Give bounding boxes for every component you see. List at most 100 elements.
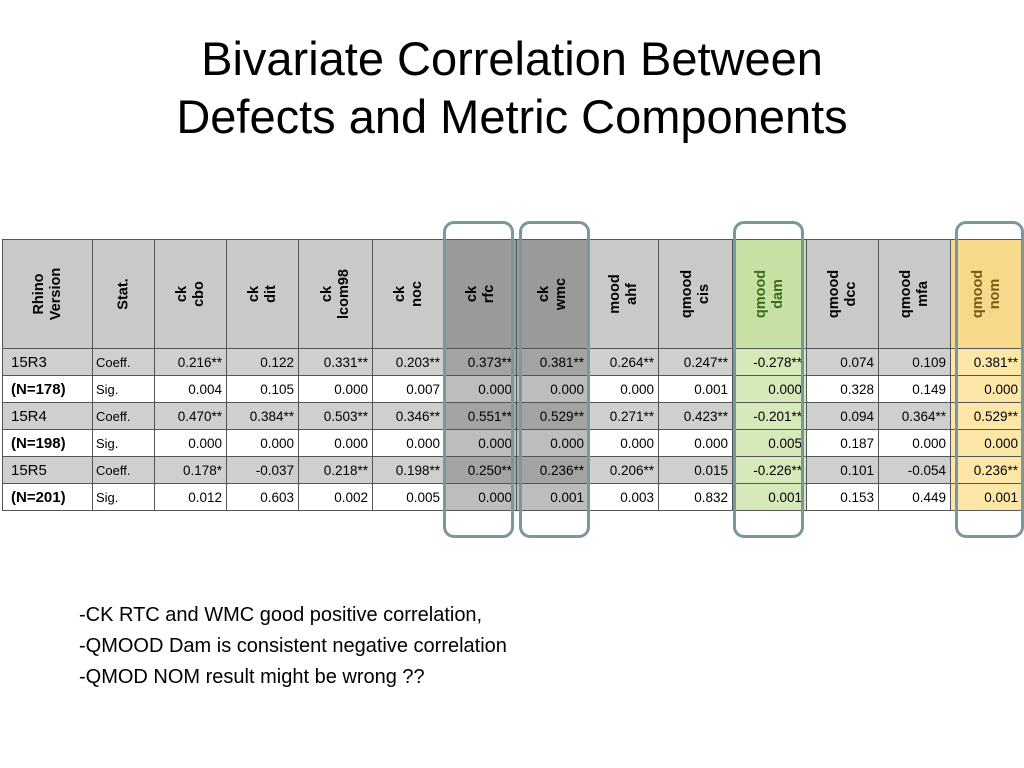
row-stat: Sig. (92, 483, 155, 511)
header-mood-ahf-line-2: ahf (623, 283, 640, 305)
table-row: (N=178) Sig. 0.004 0.105 0.000 0.007 0.000 0.00… (2, 375, 1023, 403)
table-cell: 0.203** (372, 348, 445, 376)
table-cell: 0.503** (298, 402, 373, 430)
title-line-1: Bivariate Correlation Between (201, 32, 823, 85)
header-qmood-dcc: qmood dcc (806, 239, 879, 349)
table-cell: 0.264** (588, 348, 659, 376)
header-ck-lcom98: ck lcom98 (298, 239, 373, 349)
header-stat: Stat. (92, 239, 155, 349)
table-cell: 0.198** (372, 456, 445, 484)
table-cell: 0.003 (588, 483, 659, 511)
row-stat: Coeff. (92, 348, 155, 376)
highlight-box-qmood-nom (955, 221, 1024, 538)
table-cell: 0.000 (226, 429, 299, 457)
notes: -CK RTC and WMC good positive correlatio… (79, 600, 507, 693)
table-cell: 0.005 (732, 429, 807, 457)
table-cell: -0.054 (878, 456, 951, 484)
table-cell: 0.149 (878, 375, 951, 403)
table-row: (N=198) Sig. 0.000 0.000 0.000 0.000 0.000 0.00… (2, 429, 1023, 457)
table-cell: 0.002 (298, 483, 373, 511)
table-cell: -0.278** (732, 348, 807, 376)
table-row: 15R4 Coeff. 0.470** 0.384** 0.503** 0.346** 0.… (2, 402, 1023, 430)
table-cell: 0.603 (226, 483, 299, 511)
table-cell: 0.074 (806, 348, 879, 376)
row-stat: Coeff. (92, 456, 155, 484)
note-3: -QMOD NOM result might be wrong ?? (79, 666, 425, 688)
table-cell: 0.470** (154, 402, 227, 430)
table-cell: 0.000 (154, 429, 227, 457)
table-cell: 0.105 (226, 375, 299, 403)
note-2: -QMOOD Dam is consistent negative correl… (79, 635, 507, 657)
header-qmood-mfa-line-2: mfa (914, 281, 931, 307)
table-row: (N=201) Sig. 0.012 0.603 0.002 0.005 0.000 0.00… (2, 483, 1023, 511)
table-cell: 0.015 (658, 456, 733, 484)
header-ck-wmc: ck wmc (516, 239, 589, 349)
header-ck-noc: ck noc (372, 239, 445, 349)
table-cell: 0.206** (588, 456, 659, 484)
table-cell: -0.037 (226, 456, 299, 484)
table-cell: 0.001 (516, 483, 589, 511)
table-cell: 0.384** (226, 402, 299, 430)
header-qmood-nom: qmood nom (950, 239, 1023, 349)
table-cell: 0.247** (658, 348, 733, 376)
note-1: -CK RTC and WMC good positive correlatio… (79, 604, 483, 626)
table-cell: 0.373** (444, 348, 517, 376)
table-cell: 0.000 (878, 429, 951, 457)
highlight-box-ck-rfc (443, 221, 514, 538)
header-ck-rfc: ck rfc (444, 239, 517, 349)
table-cell: 0.000 (444, 483, 517, 511)
correlation-table: Rhino Version Stat. ck cbo ck dit ck lcom98 ck… (2, 239, 1023, 511)
table-cell: 0.000 (298, 429, 373, 457)
table-cell: 0.271** (588, 402, 659, 430)
header-ck-lcom98-line-1: ck (318, 285, 335, 303)
table-cell: 0.218** (298, 456, 373, 484)
highlight-box-ck-wmc (519, 221, 590, 538)
header-mood-ahf-line-1: mood (606, 274, 623, 314)
row-label: 15R5 (2, 456, 93, 484)
highlight-box-qmood-dam (733, 221, 804, 538)
header-corner-line-2: Version (47, 267, 64, 321)
table-cell: 0.250** (444, 456, 517, 484)
table-cell: 0.000 (588, 375, 659, 403)
row-label: (N=178) (2, 375, 93, 403)
table-row: 15R5 Coeff. 0.178* -0.037 0.218** 0.198** 0.25… (2, 456, 1023, 484)
table-cell: 0.000 (444, 375, 517, 403)
row-label: 15R3 (2, 348, 93, 376)
header-ck-noc-line-2: noc (408, 281, 425, 307)
table-cell: 0.236** (950, 456, 1023, 484)
row-stat: Sig. (92, 375, 155, 403)
table-cell: 0.178* (154, 456, 227, 484)
table-cell: 0.000 (298, 375, 373, 403)
table-cell: 0.001 (732, 483, 807, 511)
table-cell: 0.012 (154, 483, 227, 511)
table-cell: 0.007 (372, 375, 445, 403)
table-cell: 0.005 (372, 483, 445, 511)
title-line-2: Defects and Metric Components (176, 90, 848, 143)
table-cell: 0.101 (806, 456, 879, 484)
table-cell: 0.000 (444, 429, 517, 457)
header-qmood-mfa: qmood mfa (878, 239, 951, 349)
table-cell: -0.226** (732, 456, 807, 484)
table-cell: 0.004 (154, 375, 227, 403)
table-cell: 0.094 (806, 402, 879, 430)
row-stat: Coeff. (92, 402, 155, 430)
table-cell: 0.109 (878, 348, 951, 376)
table-cell: 0.529** (516, 402, 589, 430)
header-ck-cbo-line-1: ck (173, 285, 190, 303)
table-cell: 0.331** (298, 348, 373, 376)
table-cell: 0.000 (516, 429, 589, 457)
header-ck-cbo-line-2: cbo (190, 281, 207, 307)
slide-title: Bivariate Correlation Between Defects an… (0, 30, 1024, 146)
header-row: Rhino Version Stat. ck cbo ck dit ck lcom98 ck… (2, 239, 1023, 349)
table-cell: 0.832 (658, 483, 733, 511)
table-cell: 0.216** (154, 348, 227, 376)
table-cell: 0.346** (372, 402, 445, 430)
header-qmood-dcc-line-2: dcc (842, 281, 859, 307)
table-cell: 0.000 (950, 375, 1023, 403)
header-mood-ahf: mood ahf (588, 239, 659, 349)
table-cell: -0.201** (732, 402, 807, 430)
table-cell: 0.122 (226, 348, 299, 376)
table-cell: 0.423** (658, 402, 733, 430)
header-ck-noc-line-1: ck (391, 285, 408, 303)
row-label: (N=201) (2, 483, 93, 511)
